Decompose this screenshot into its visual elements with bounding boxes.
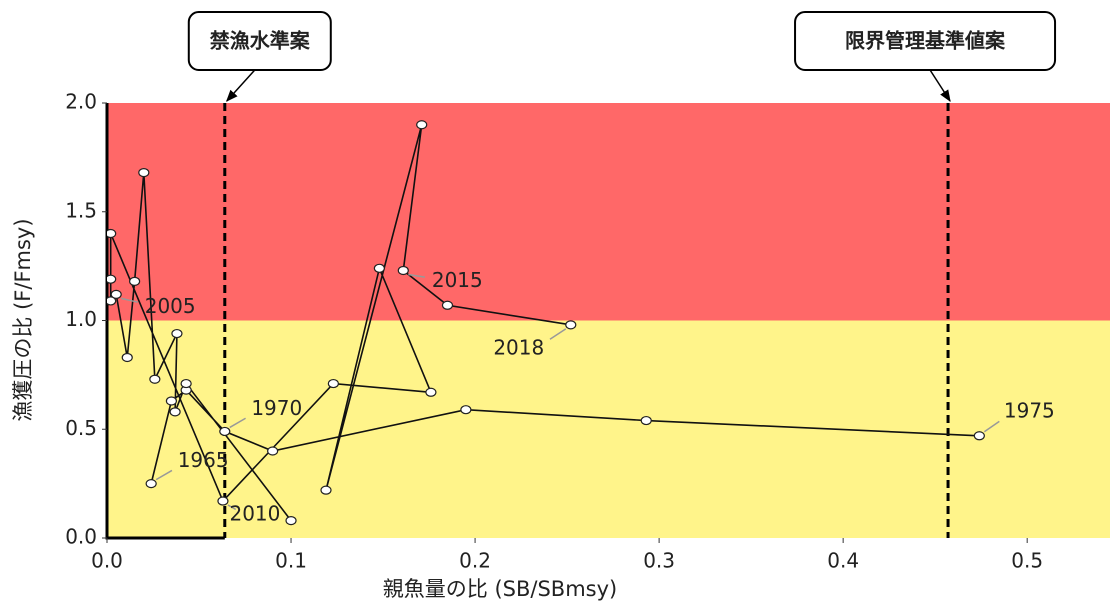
point — [267, 446, 279, 456]
point — [416, 120, 428, 130]
point — [285, 515, 297, 526]
y-tick-label: 0.5 — [65, 416, 97, 440]
y-axis-title: 漁獲圧の比 (F/Fmsy) — [11, 218, 35, 421]
y-tick-label: 2.0 — [65, 90, 97, 114]
trajectory — [107, 120, 985, 526]
point — [460, 405, 472, 415]
leader-line — [549, 328, 567, 340]
point — [397, 265, 409, 276]
point — [320, 485, 332, 495]
point — [640, 415, 652, 426]
x-tick-label: 0.2 — [459, 549, 491, 573]
point — [441, 300, 454, 310]
leader-line — [983, 420, 1000, 433]
year-label: 1970 — [251, 396, 302, 420]
point — [165, 396, 178, 406]
y-tick-label: 1.0 — [65, 307, 97, 331]
point — [180, 378, 192, 389]
year-label: 1975 — [1004, 398, 1055, 422]
point — [121, 352, 133, 363]
point — [565, 320, 577, 330]
point — [217, 496, 229, 506]
point — [145, 479, 157, 489]
callout-label: 禁漁水準案 — [210, 29, 311, 53]
point — [327, 378, 339, 389]
point — [107, 228, 117, 239]
callout-label: 限界管理基準値案 — [845, 29, 1006, 53]
leader-line — [408, 273, 426, 278]
callout-arrow — [929, 69, 951, 103]
x-tick-label: 0.5 — [1011, 549, 1043, 573]
callout-box — [187, 11, 332, 71]
leader-line — [121, 297, 138, 303]
point — [110, 289, 122, 299]
point — [171, 328, 183, 339]
x-tick-label: 0.3 — [643, 549, 675, 573]
leader-line — [229, 417, 246, 429]
point — [219, 426, 231, 437]
x-tick-label: 0.1 — [275, 549, 307, 573]
point — [149, 374, 161, 384]
point — [138, 168, 150, 178]
point — [169, 407, 181, 417]
point — [107, 274, 117, 284]
zone — [107, 320, 1110, 538]
callout-arrow — [225, 69, 256, 102]
year-label: 1965 — [178, 448, 229, 472]
y-tick-label: 1.5 — [65, 198, 97, 222]
y-tick-label: 0.0 — [65, 525, 97, 549]
year-label: 2010 — [229, 502, 280, 526]
leader-line — [155, 469, 173, 481]
point — [425, 387, 437, 397]
leader-line — [227, 504, 237, 511]
point — [373, 263, 385, 273]
point — [107, 296, 117, 306]
x-axis-title: 親魚量の比 (SB/SBmsy) — [383, 577, 617, 601]
year-label: 2018 — [493, 335, 544, 359]
x-tick-label: 0.0 — [91, 549, 123, 573]
zone — [107, 103, 1110, 321]
zones — [107, 103, 1110, 538]
plot: 0.0 0.5 1.0 1.5 2.0 0.0 0.1 0.2 0.3 0.4 0.5 禁漁水準案 限界… — [65, 11, 1057, 573]
point — [129, 276, 141, 286]
x-tick-label: 0.4 — [827, 549, 859, 573]
callout-box — [794, 11, 1057, 71]
point — [973, 431, 985, 441]
year-label: 2015 — [432, 268, 483, 292]
year-label: 2005 — [145, 294, 196, 318]
